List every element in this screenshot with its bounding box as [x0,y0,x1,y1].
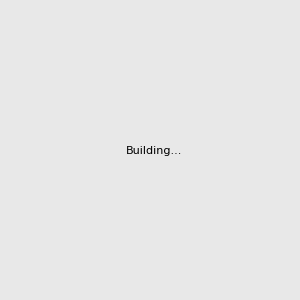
Text: Building...: Building... [126,146,182,157]
